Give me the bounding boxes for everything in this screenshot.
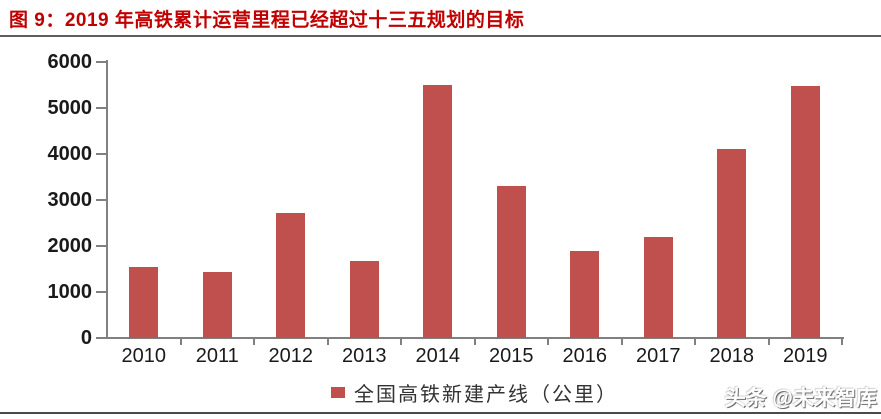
y-axis-tick-label: 0 xyxy=(80,327,92,349)
y-axis-tick-mark xyxy=(96,61,107,63)
watermark-text: 头条 @未来智库 xyxy=(724,387,877,410)
y-axis-tick-mark xyxy=(96,245,107,247)
bar-2011 xyxy=(202,272,232,338)
x-axis-tick-label: 2010 xyxy=(121,345,167,367)
y-axis-tick-mark xyxy=(96,153,107,155)
bar-2016 xyxy=(570,250,600,338)
bar-2013 xyxy=(349,261,379,338)
x-axis-tick-mark xyxy=(253,339,255,345)
bar-2015 xyxy=(496,185,526,338)
bar-2017 xyxy=(643,237,673,338)
x-axis-tick-mark xyxy=(400,339,402,345)
y-axis-tick-mark xyxy=(96,107,107,109)
y-axis-line xyxy=(106,60,108,339)
x-axis-tick-label: 2011 xyxy=(195,345,239,367)
x-axis-tick-label: 2016 xyxy=(562,345,608,367)
x-axis-tick-label: 2015 xyxy=(489,345,534,367)
x-axis-tick-label: 2014 xyxy=(415,345,461,367)
x-axis-tick-label: 2013 xyxy=(342,345,387,367)
x-axis-tick-mark xyxy=(326,339,329,345)
x-axis-tick-label: 2012 xyxy=(268,345,314,367)
figure-title: 图 9：2019 年高铁累计运营里程已经超过十三五规划的目标 xyxy=(9,10,525,31)
title-divider-line xyxy=(0,35,881,37)
y-axis-tick-mark xyxy=(96,291,107,293)
bar-2019 xyxy=(790,86,820,338)
x-axis-tick-mark xyxy=(694,339,696,345)
bar-2014 xyxy=(423,85,453,338)
y-axis-tick-label: 3000 xyxy=(47,189,93,211)
chart-legend: 全国高铁新建产线（公里） xyxy=(107,378,842,406)
y-axis-tick-label: 1000 xyxy=(47,281,93,303)
y-axis-tick-mark xyxy=(96,337,107,339)
y-axis-tick-mark xyxy=(96,199,107,201)
bar-2010 xyxy=(129,266,159,338)
bar-2012 xyxy=(276,212,306,338)
legend-marker-square xyxy=(331,386,345,398)
x-axis-tick-mark xyxy=(473,339,476,345)
x-axis-tick-mark xyxy=(841,339,843,345)
y-axis-tick-label: 6000 xyxy=(47,51,93,73)
x-axis-tick-mark xyxy=(767,339,770,345)
x-axis-line xyxy=(106,337,844,339)
legend-series-label: 全国高铁新建产线（公里） xyxy=(354,383,618,406)
bottom-divider-line xyxy=(0,412,881,414)
bar-2018 xyxy=(717,149,747,338)
x-axis-tick-label: 2018 xyxy=(709,345,755,367)
y-axis-tick-label: 2000 xyxy=(47,235,93,257)
y-axis-tick-label: 5000 xyxy=(47,97,93,119)
x-axis-tick-label: 2017 xyxy=(636,345,681,367)
x-axis-tick-mark xyxy=(620,339,623,345)
x-axis-tick-mark xyxy=(547,339,549,345)
x-axis-tick-label: 2019 xyxy=(783,345,828,367)
y-axis-tick-label: 4000 xyxy=(47,143,93,165)
x-axis-tick-mark xyxy=(179,339,182,345)
